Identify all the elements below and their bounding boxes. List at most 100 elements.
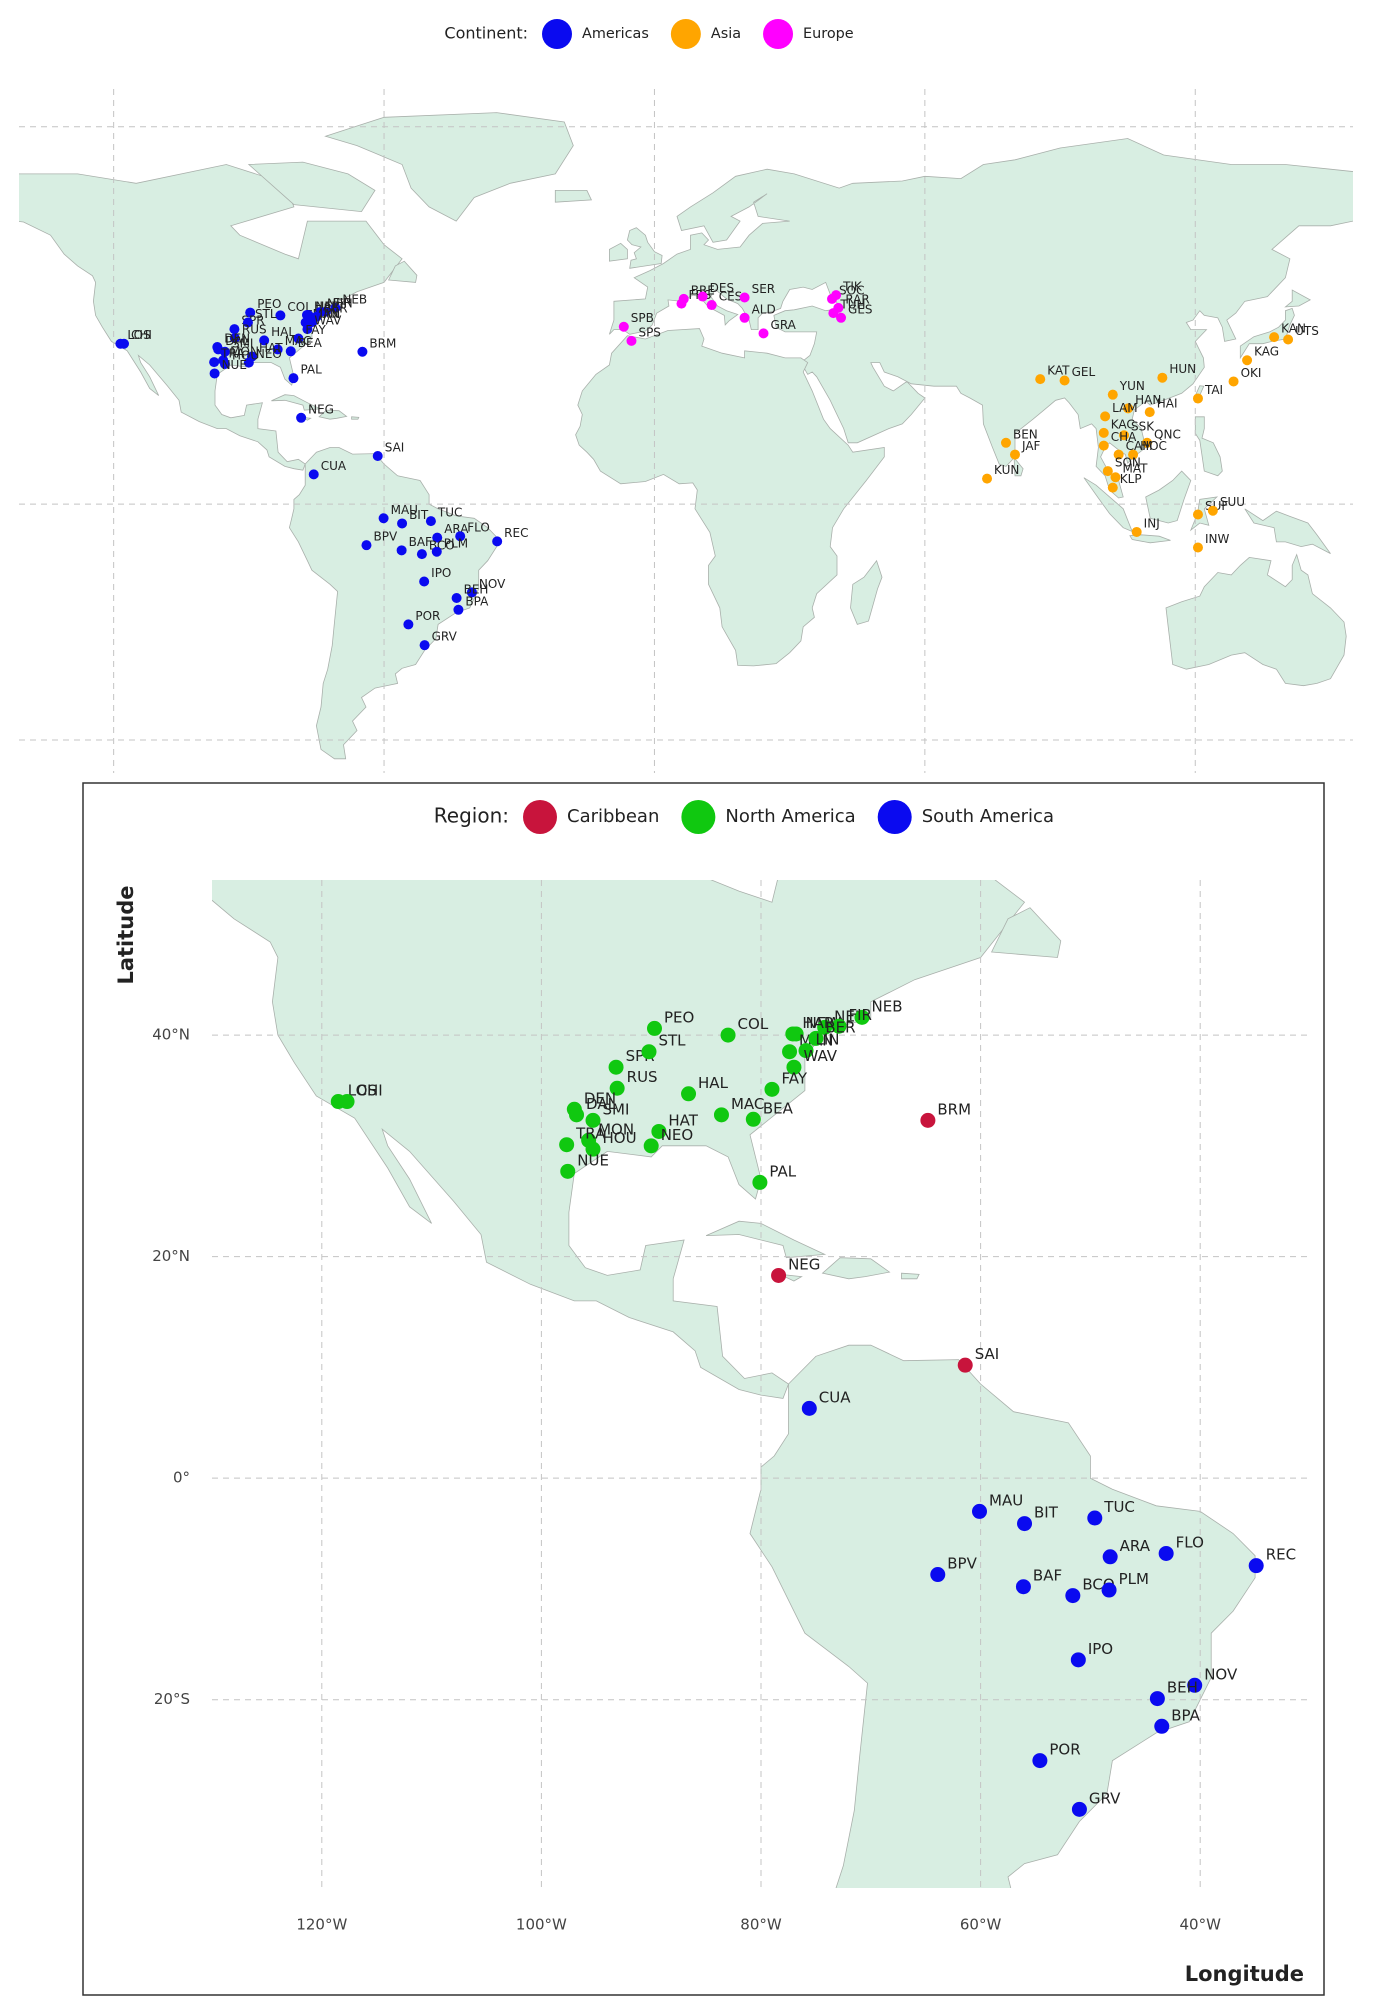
site-label: KLP	[1120, 472, 1142, 486]
site-point	[643, 1138, 659, 1154]
site-point	[396, 545, 407, 556]
site-point	[320, 306, 331, 317]
site-point	[585, 1112, 601, 1128]
site-point	[1102, 466, 1113, 477]
y-axis-title: Latitude	[114, 885, 138, 984]
site-point	[676, 298, 687, 309]
site-point	[1192, 393, 1203, 404]
site-point	[817, 1019, 833, 1035]
site-label: BPA	[465, 594, 489, 608]
site-label: BEN	[1013, 427, 1038, 441]
site-label: DEN	[224, 332, 250, 346]
site-point	[209, 357, 220, 368]
site-label: FLO	[467, 521, 490, 535]
site-point	[361, 540, 372, 551]
site-label: IPO	[431, 566, 451, 580]
site-label: TUC	[437, 506, 463, 520]
site-point	[1228, 376, 1239, 387]
site-point	[1065, 1588, 1081, 1604]
site-label: TUH	[839, 298, 865, 312]
site-point	[972, 1503, 988, 1519]
site-label: PAL	[769, 1162, 796, 1180]
site-label: PAL	[300, 363, 322, 377]
site-label: BRM	[937, 1100, 971, 1118]
site-point	[739, 292, 750, 303]
site-label: BIT	[409, 508, 429, 522]
site-label: SOC	[839, 283, 864, 297]
site-point	[920, 1112, 936, 1128]
site-label: LOS	[348, 1082, 377, 1100]
site-label: COL	[738, 1015, 769, 1033]
site-point	[752, 1174, 768, 1190]
site-point	[1248, 1558, 1264, 1574]
site-label: HOU	[232, 349, 259, 363]
site-label: ALD	[752, 302, 776, 316]
site-label: INW	[1205, 532, 1230, 546]
legend-swatch	[763, 19, 794, 49]
site-label: DEN	[584, 1089, 616, 1107]
site-point	[209, 368, 220, 379]
site-label: GRV	[432, 630, 458, 644]
site-point	[1144, 407, 1155, 418]
site-label: CES	[719, 290, 743, 304]
site-label: NEB	[872, 997, 903, 1015]
site-label: SPS	[638, 325, 660, 339]
site-point	[1157, 372, 1168, 383]
site-point	[764, 1081, 780, 1097]
site-point	[1149, 1691, 1165, 1707]
legend-label: Caribbean	[567, 806, 659, 827]
site-point	[1207, 505, 1218, 516]
site-point	[646, 1020, 662, 1036]
site-point	[453, 604, 464, 615]
legend-label: North America	[725, 806, 855, 827]
site-label: SSK	[1131, 420, 1155, 434]
legend-label: Europe	[803, 26, 854, 42]
site-label: RUS	[627, 1068, 658, 1086]
site-label: MON	[598, 1120, 634, 1138]
legend-swatch	[670, 19, 701, 49]
site-label: HOC	[1140, 439, 1167, 453]
site-label: GRV	[1089, 1789, 1121, 1807]
site-label: DES	[710, 281, 734, 295]
land	[1284, 289, 1312, 308]
site-label: HAI	[1157, 397, 1178, 411]
site-label: BPA	[1171, 1706, 1200, 1724]
site-point	[431, 546, 442, 557]
site-label: LAM	[1112, 401, 1138, 415]
site-label: HAT	[259, 341, 283, 355]
site-point	[1107, 389, 1118, 400]
site-point	[1098, 427, 1109, 438]
site-label: STL	[255, 307, 277, 321]
legend-swatch	[877, 800, 912, 834]
site-label: OKI	[1241, 366, 1262, 380]
site-label: BEH	[464, 582, 489, 596]
land	[1244, 508, 1331, 554]
land	[1165, 553, 1347, 687]
site-point	[1269, 332, 1280, 343]
site-point	[608, 1059, 624, 1075]
site-label: BRE	[691, 283, 715, 297]
y-tick-label: 0°	[173, 1469, 190, 1487]
site-point	[559, 1137, 575, 1153]
site-label: SON	[1115, 456, 1141, 470]
site-label: BRM	[369, 336, 396, 350]
site-point	[245, 307, 256, 318]
site-point	[831, 1018, 847, 1034]
site-label: KUN	[994, 463, 1019, 477]
site-label: BEA	[763, 1099, 794, 1117]
site-point	[451, 592, 462, 603]
site-point	[641, 1044, 657, 1060]
site-label: FLO	[1176, 1533, 1204, 1551]
site-point	[288, 373, 299, 384]
site-point	[425, 516, 436, 527]
site-point	[1035, 374, 1046, 385]
land	[324, 112, 574, 222]
site-label: BPV	[373, 530, 397, 544]
site-label: SUU	[1220, 495, 1245, 509]
site-point	[492, 536, 503, 547]
site-label: IPO	[1088, 1640, 1113, 1658]
site-label: REC	[504, 526, 528, 540]
site-label: RUS	[242, 323, 267, 337]
land	[247, 161, 376, 213]
legend-label: Asia	[711, 26, 741, 42]
